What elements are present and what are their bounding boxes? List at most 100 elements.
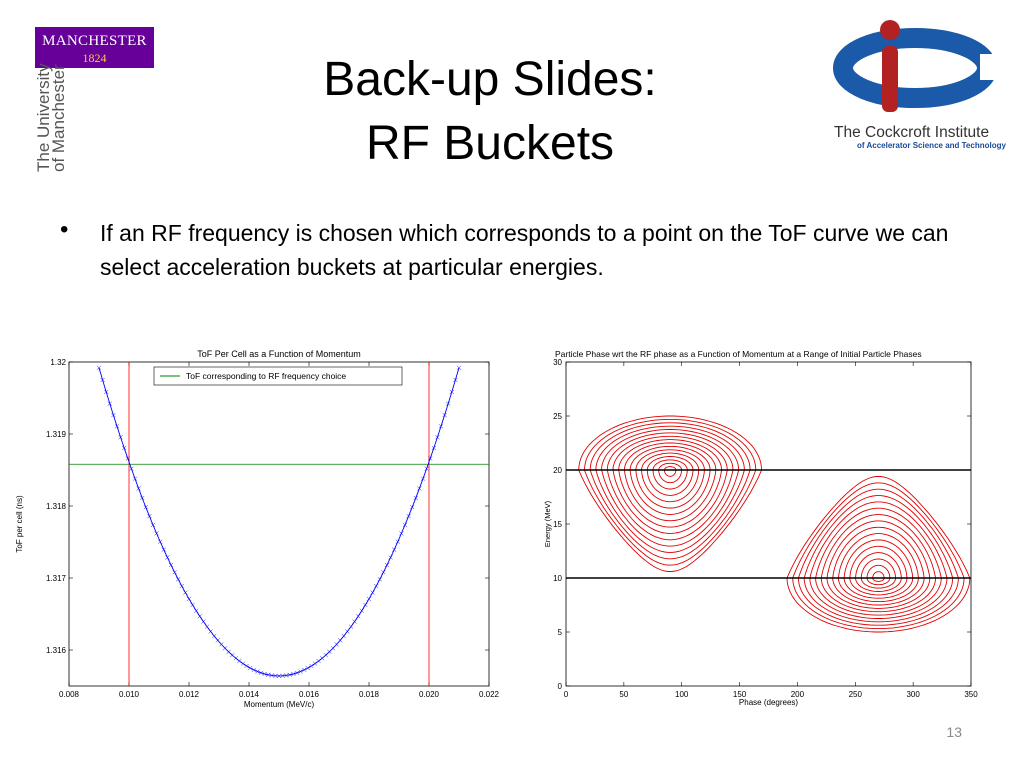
tof-marker [100,377,105,383]
tof-marker [136,486,141,491]
x-tick-label: 0.008 [59,690,80,699]
tof-marker [150,522,156,528]
bucket-contour [792,482,965,630]
tof-marker [255,669,260,674]
tof-marker [442,412,447,418]
cockcroft-ring [833,28,997,108]
y-tick-label: 20 [553,466,562,475]
tof-marker [399,531,404,536]
y-axis-label: Energy (MeV) [543,500,552,547]
bullet-marker: • [60,216,69,243]
bucket-contour [860,558,897,589]
tof-marker [161,547,166,552]
tof-marker [456,365,462,370]
x-axis-label: Momentum (MeV/c) [244,700,315,709]
tof-marker [453,377,458,383]
bucket-contour [809,501,948,619]
tof-marker [284,673,289,678]
y-tick-label: 25 [553,412,562,421]
tof-marker [194,608,199,613]
tof-marker [240,661,246,666]
y-tick-label: 1.32 [50,358,66,367]
tof-marker [230,652,235,658]
x-tick-label: 0.016 [299,690,320,699]
slide-title-line1: Back-up Slides: [323,53,657,106]
legend: ToF corresponding to RF frequency choice [153,366,403,386]
tof-marker [370,590,375,595]
tof-marker [312,661,318,666]
y-tick-label: 10 [553,574,562,583]
tof-marker [96,365,102,370]
bucket-group [578,415,971,633]
x-tick-label: 0.010 [119,690,140,699]
tof-marker [395,539,400,544]
tof-marker [154,531,159,536]
y-tick-label: 0 [558,682,563,691]
x-tick-label: 250 [849,690,863,699]
x-tick-label: 0 [564,690,569,699]
tof-marker [158,539,163,544]
tof-marker [366,596,372,602]
bucket-contour [872,571,885,582]
x-tick-label: 0.012 [179,690,200,699]
tof-marker [298,669,303,674]
y-tick-label: 30 [553,358,562,367]
tof-marker [330,646,336,651]
tof-marker [348,624,354,629]
tof-marker [359,608,364,613]
phase-chart: Particle Phase wrt the RF phase as a Fun… [530,345,990,715]
tof-marker [212,633,217,639]
tof-marker [345,629,350,634]
tof-marker [233,655,238,661]
tof-marker [266,672,271,677]
tof-marker [251,667,256,673]
x-tick-label: 0.022 [479,690,500,699]
tof-chart-svg: ToF Per Cell as a Function of Momentum 0.… [15,349,500,709]
tof-marker [114,424,120,429]
tof-marker [377,577,382,582]
manchester-university-text: The University of Manchester [34,63,68,172]
tof-marker [323,652,328,658]
bucket-contour [635,449,705,509]
tof-marker [327,649,332,654]
x-tick-label: 0.018 [359,690,380,699]
tof-marker [316,658,321,664]
tof-marker [165,555,170,560]
cockcroft-logo-icon [833,20,1000,112]
tof-marker [132,476,138,481]
tof-marker [363,602,368,608]
tof-marker [431,445,436,451]
bucket-contour [601,429,740,547]
tof-marker [287,672,292,677]
tof-marker [172,570,177,575]
tof-marker [197,614,202,619]
tof-marker [219,642,224,647]
tof-marker [280,673,285,678]
tof-marker [269,673,274,678]
tof-marker [201,619,206,624]
slide-title: Back-up Slides: RF Buckets [270,48,710,176]
slide-title-line2: RF Buckets [365,117,615,170]
tof-marker [424,466,429,471]
cockcroft-name: The Cockcroft Institute [834,124,990,141]
tof-marker [392,547,397,552]
tof-marker [226,649,231,654]
y-tick-label: 15 [553,520,562,529]
page-number: 13 [946,724,962,740]
x-tick-label: 50 [619,690,628,699]
tof-marker [125,456,130,461]
tof-marker [129,466,134,471]
tof-marker [334,642,339,647]
legend-box [153,366,403,386]
y-tick-label: 1.319 [46,430,67,439]
tof-marker [111,412,116,418]
tof-marker [118,435,123,440]
tof-marker [305,665,310,671]
x-tick-label: 150 [733,690,747,699]
tof-marker [320,655,325,661]
tof-marker [291,671,296,677]
tof-marker [309,663,314,669]
bucket-contour [843,539,914,599]
tof-marker [168,562,174,568]
tof-marker [186,596,192,602]
